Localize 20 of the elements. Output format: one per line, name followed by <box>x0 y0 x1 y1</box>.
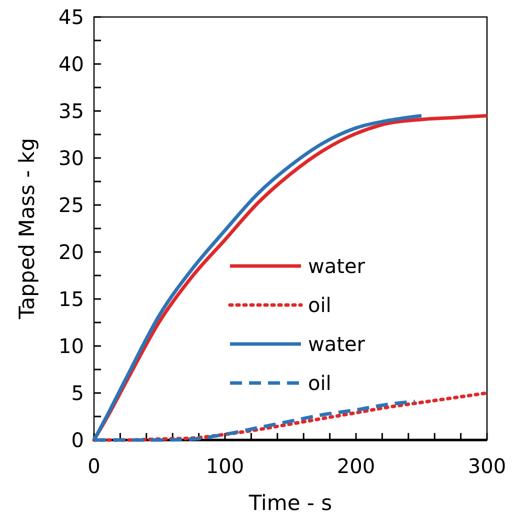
y-tick-label: 5 <box>71 381 84 405</box>
y-tick-label: 30 <box>58 146 84 170</box>
legend-label: oil <box>308 371 332 395</box>
x-tick-label: 300 <box>468 454 506 478</box>
y-axis-title: Tapped Mass - kg <box>15 138 39 320</box>
y-tick-label: 40 <box>58 52 84 76</box>
y-tick-label: 45 <box>58 5 84 29</box>
y-tick-label: 10 <box>58 334 84 358</box>
legend-label: water <box>308 332 366 356</box>
x-tick-label: 100 <box>206 454 244 478</box>
x-axis-title: Time - s <box>248 491 332 515</box>
y-tick-label: 15 <box>58 287 84 311</box>
legend-label: oil <box>308 293 332 317</box>
x-tick-label: 0 <box>88 454 100 478</box>
y-tick-label: 35 <box>58 99 84 123</box>
x-tick-label: 200 <box>336 454 376 478</box>
y-tick-label: 25 <box>58 193 84 217</box>
legend-label: water <box>308 254 366 278</box>
y-tick-label: 20 <box>58 240 84 264</box>
y-tick-label: 0 <box>71 428 84 452</box>
